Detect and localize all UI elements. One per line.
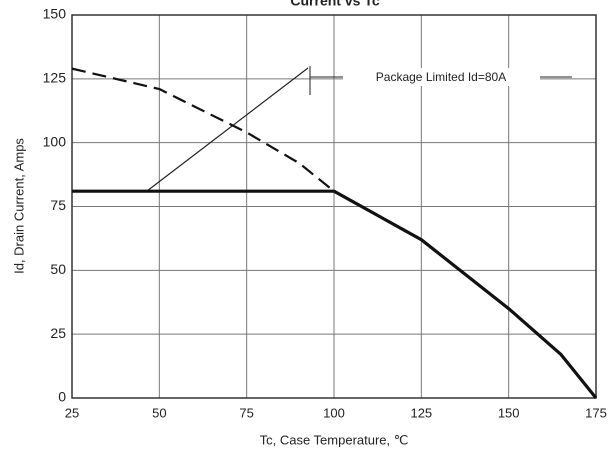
y-tick-label: 100	[43, 133, 67, 149]
y-tick-label: 125	[43, 70, 67, 86]
annotation-bg	[343, 68, 540, 86]
y-tick-label: 75	[50, 197, 66, 213]
y-tick-label: 150	[43, 6, 67, 22]
plot-frame	[71, 14, 597, 399]
x-tick-label: 25	[65, 405, 79, 420]
y-tick-label: 0	[58, 389, 66, 405]
chart-title: Current vs Tc	[290, 0, 379, 9]
y-tick-label: 50	[50, 261, 66, 277]
annotation-text: Package Limited Id=80A	[376, 70, 506, 84]
annotation-pointer	[146, 67, 309, 192]
annotation: Package Limited Id=80A	[146, 66, 572, 192]
x-tick-label: 100	[323, 405, 345, 420]
x-axis-label: Tc, Case Temperature, ℃	[260, 432, 409, 447]
y-axis-label: Id, Drain Current, Amps	[11, 138, 26, 274]
y-tick-label: 25	[50, 325, 66, 341]
x-tick-label: 75	[239, 405, 253, 420]
x-tick-label: 50	[152, 405, 166, 420]
data-line	[71, 67, 335, 193]
x-tick-label: 175	[585, 405, 607, 420]
x-tick-label: 125	[410, 405, 432, 420]
x-tick-label: 150	[498, 405, 520, 420]
data-line	[72, 189, 598, 400]
